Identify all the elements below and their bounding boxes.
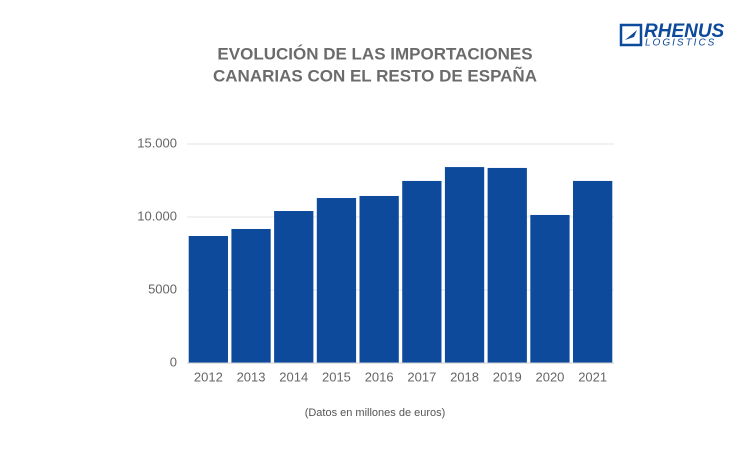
x-axis-label: (Datos en millones de euros) bbox=[305, 407, 446, 419]
y-tick-label: 5000 bbox=[148, 281, 177, 296]
bar bbox=[188, 235, 228, 363]
bar bbox=[573, 180, 613, 363]
x-tick-label: 2019 bbox=[493, 369, 522, 384]
chart-title: EVOLUCIÓN DE LAS IMPORTACIONES bbox=[217, 44, 532, 63]
y-tick-label: 10.000 bbox=[137, 208, 177, 223]
y-tick-label: 0 bbox=[170, 354, 177, 369]
x-tick-label: 2012 bbox=[194, 369, 223, 384]
x-tick-label: 2014 bbox=[279, 369, 308, 384]
x-tick-label: 2017 bbox=[407, 369, 436, 384]
logo-name: RHENUS bbox=[644, 21, 725, 42]
x-tick-label: 2015 bbox=[322, 369, 351, 384]
bar bbox=[359, 195, 399, 363]
x-tick-label: 2013 bbox=[237, 369, 266, 384]
bar bbox=[316, 198, 357, 363]
logo: RHENUS LOGISTICS bbox=[619, 21, 725, 49]
x-tick-label: 2021 bbox=[578, 369, 607, 384]
logo-icon bbox=[619, 23, 643, 47]
x-tick-label: 2018 bbox=[450, 369, 479, 384]
logo-subtitle: LOGISTICS bbox=[645, 38, 716, 49]
y-tick-label: 15.000 bbox=[137, 135, 177, 150]
bar bbox=[530, 214, 570, 363]
chart-title: CANARIAS CON EL RESTO DE ESPAÑA bbox=[213, 65, 537, 85]
bar bbox=[274, 211, 314, 363]
bar bbox=[231, 228, 271, 363]
bar bbox=[402, 180, 442, 363]
bar bbox=[487, 167, 527, 363]
x-tick-label: 2016 bbox=[365, 369, 394, 384]
bar bbox=[444, 167, 485, 363]
x-tick-label: 2020 bbox=[535, 369, 564, 384]
logo-arrow bbox=[625, 30, 637, 40]
